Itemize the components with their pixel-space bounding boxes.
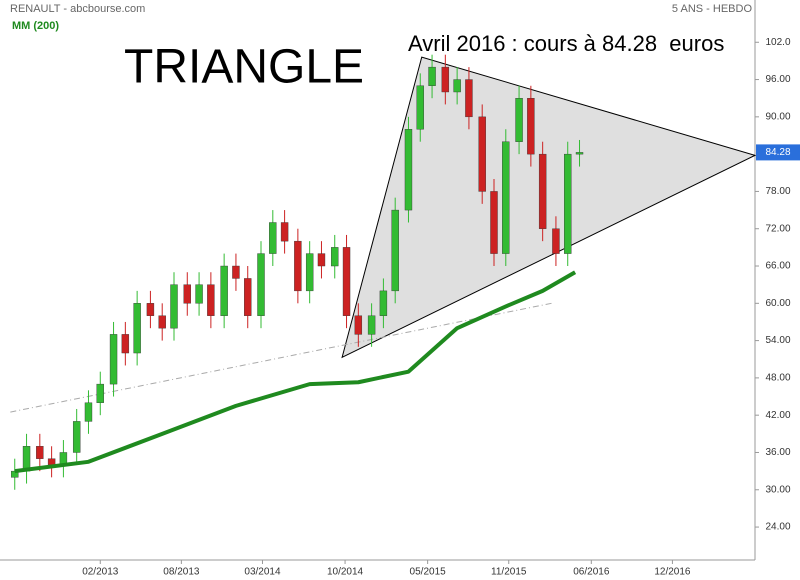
- candle-body: [109, 334, 118, 385]
- candle-body: [465, 79, 473, 118]
- last-price-label: 84.28: [765, 147, 790, 158]
- y-tick-label: 48.00: [765, 373, 790, 384]
- last-price-box: [756, 144, 800, 161]
- candle-body: [232, 265, 240, 279]
- candle-body: [244, 278, 252, 316]
- candle-body: [133, 303, 141, 354]
- y-tick-label: 90.00: [765, 111, 790, 122]
- x-tick-label: 05/2015: [410, 567, 447, 578]
- x-tick-label: 08/2013: [163, 567, 200, 578]
- candle-body: [269, 222, 277, 254]
- candle-body: [575, 152, 584, 155]
- y-tick-label: 36.00: [765, 447, 790, 458]
- x-tick-label: 12/2016: [654, 567, 691, 578]
- candle-body: [428, 66, 436, 86]
- x-tick-label: 11/2015: [491, 567, 527, 578]
- y-tick-label: 24.00: [765, 522, 790, 533]
- candle-body: [441, 66, 450, 93]
- x-tick-label: 03/2014: [244, 567, 281, 578]
- candle-body: [453, 79, 461, 93]
- candle-body: [379, 290, 388, 316]
- ma: [14, 270, 577, 474]
- candle-body: [367, 315, 376, 335]
- candle-body: [146, 303, 155, 316]
- candle-body: [96, 383, 104, 403]
- ma-legend: MM (200): [12, 20, 59, 32]
- y-tick-label: 66.00: [765, 261, 790, 272]
- y-tick-label: 96.00: [765, 74, 790, 85]
- candle-body: [564, 153, 572, 254]
- y-tick-label: 102.0: [765, 37, 790, 48]
- candle-body: [207, 284, 215, 316]
- candle-body: [538, 153, 547, 229]
- candle-body: [502, 141, 510, 254]
- candle-body: [515, 98, 523, 142]
- y-tick-label: 54.00: [765, 335, 790, 346]
- candle-body: [294, 240, 302, 292]
- source: RENAULT - abcbourse.com: [10, 3, 145, 15]
- candle-body: [490, 191, 498, 254]
- candle-body: [317, 253, 326, 267]
- x-tick-label: 06/2016: [573, 567, 610, 578]
- candle-body: [257, 253, 265, 316]
- candle-body: [158, 315, 166, 329]
- candle-body: [220, 265, 228, 316]
- x-tick-label: 02/2013: [82, 567, 119, 578]
- candle-body: [305, 253, 314, 292]
- candle-body: [183, 284, 191, 304]
- x-tick-label: 10/2014: [327, 567, 364, 578]
- candle-body: [280, 222, 289, 242]
- candle-body: [36, 446, 44, 459]
- candle-body: [331, 247, 339, 267]
- period: 5 ANS - HEBDO: [672, 3, 753, 15]
- y-tick-label: 78.00: [765, 186, 790, 197]
- pattern-label: TRIANGLE: [124, 41, 364, 94]
- candle-body: [121, 334, 130, 354]
- candle-body: [47, 458, 56, 466]
- candle-body: [170, 284, 178, 329]
- candle-body: [527, 98, 535, 155]
- y-tick-label: 30.00: [765, 484, 790, 495]
- candle-body: [391, 209, 399, 292]
- candle-body: [195, 284, 203, 304]
- y-tick-label: 42.00: [765, 410, 790, 421]
- candle-body: [552, 228, 560, 254]
- y-tick-label: 60.00: [765, 298, 790, 309]
- candle-body: [416, 85, 424, 130]
- triangle: [341, 56, 757, 359]
- candle-body: [404, 129, 413, 211]
- candle-body: [342, 247, 351, 316]
- candle-body: [72, 421, 81, 453]
- candle-body: [84, 402, 93, 422]
- candle-body: [478, 116, 486, 192]
- candle-body: [354, 315, 363, 335]
- y-tick-label: 72.00: [765, 223, 790, 234]
- annotation: Avril 2016 : cours à 84.28 euros: [408, 31, 724, 56]
